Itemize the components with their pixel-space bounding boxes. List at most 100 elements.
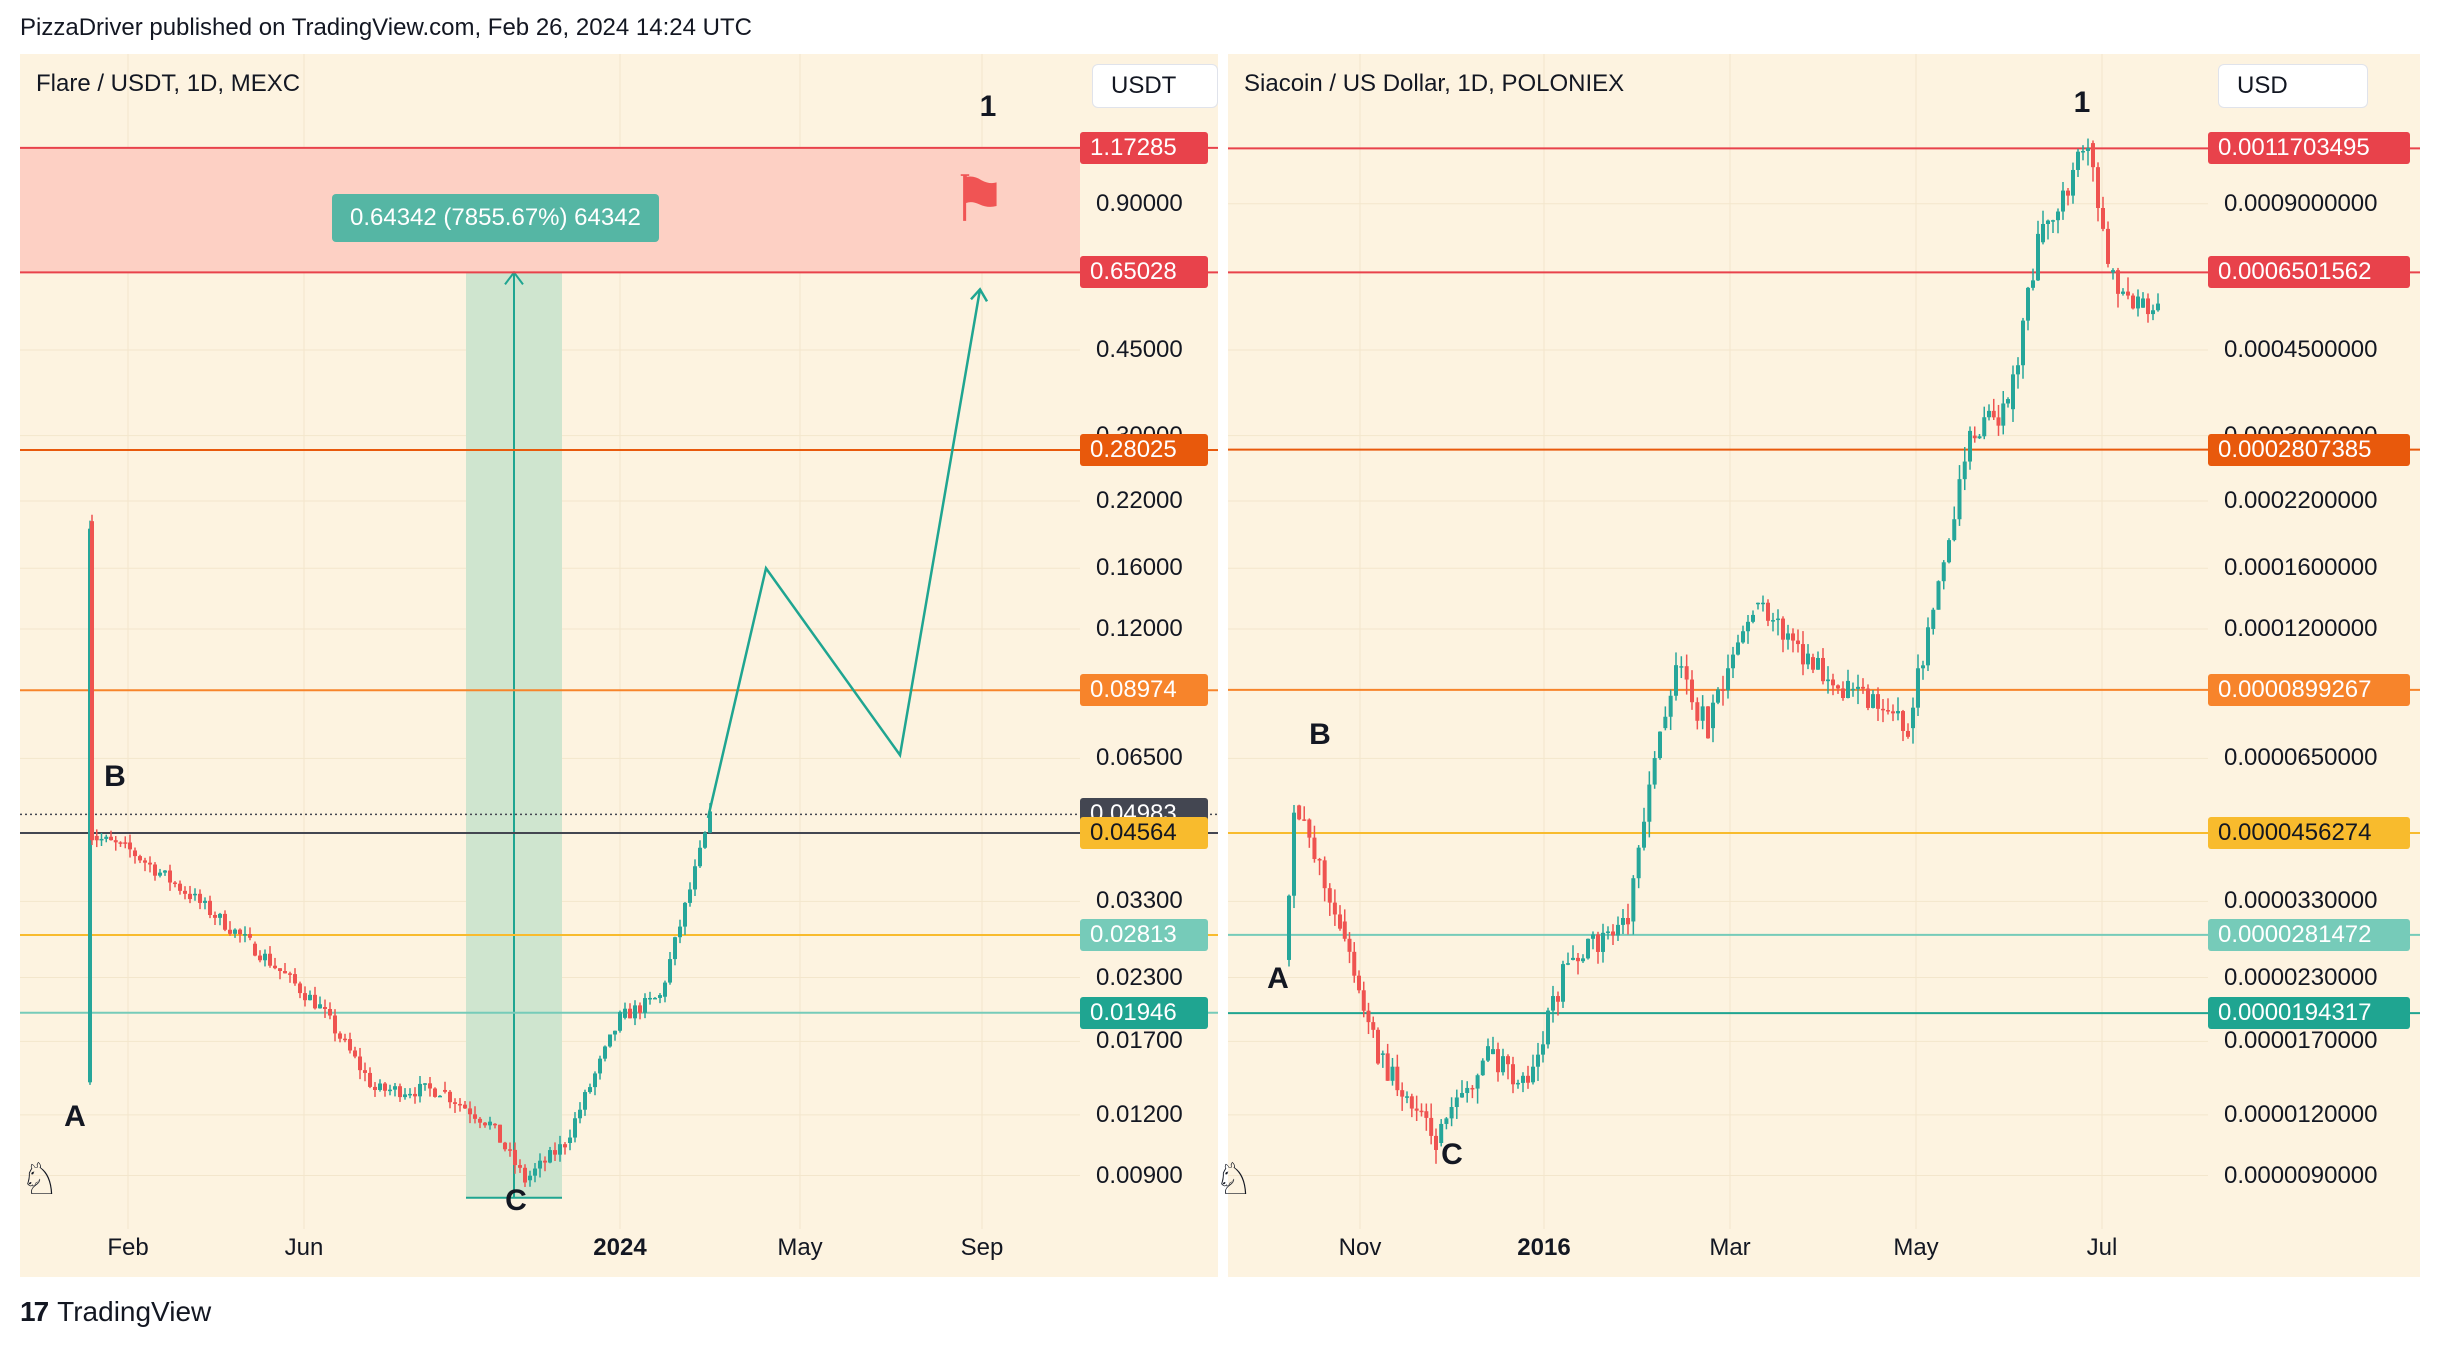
candle-body [313, 994, 317, 1009]
wave-label: B [1309, 718, 1331, 751]
right-currency-button[interactable]: USD [2218, 64, 2368, 108]
candle-body [1987, 410, 1991, 418]
candle-body [118, 842, 123, 844]
footer-brand[interactable]: 17 TradingView [20, 1296, 211, 1328]
price-level-label: 0.0006501562 [2208, 256, 2410, 289]
candle-body [1611, 931, 1615, 936]
candle-body [1751, 614, 1755, 622]
candle-body [1338, 914, 1342, 929]
wave-label: B [104, 760, 126, 793]
candle-body [218, 913, 222, 918]
candle-body [563, 1144, 567, 1148]
candle-body [2066, 190, 2070, 196]
candle-body [1736, 642, 1740, 655]
wave-label: A [64, 1100, 86, 1133]
candle-body [1376, 1029, 1380, 1064]
candle-body [318, 1004, 322, 1009]
candle-body [588, 1087, 592, 1093]
candle-body [2031, 280, 2035, 288]
candle-body [358, 1056, 362, 1071]
candle-body [183, 890, 187, 894]
candle-body [1841, 688, 1845, 699]
candle-body [288, 973, 292, 975]
price-level-label: 0.04564 [1080, 816, 1208, 849]
candle-body [323, 1007, 327, 1009]
candle-body [1460, 1093, 1464, 1098]
left-symbol-title[interactable]: Flare / USDT, 1D, MEXC [36, 70, 301, 97]
candle-body [2046, 220, 2050, 225]
candle-body [2086, 147, 2090, 151]
candle-body [1831, 679, 1835, 686]
left-currency-button[interactable]: USDT [1092, 64, 1218, 108]
candle-body [1926, 627, 1930, 666]
candle-body [633, 1005, 637, 1019]
tradingview-mascot-icon[interactable]: ♘ [20, 1155, 60, 1204]
price-level-label: 0.65028 [1080, 256, 1208, 289]
candle-body [1551, 996, 1555, 1011]
candle-body [1496, 1049, 1500, 1073]
candle-body [2021, 320, 2025, 366]
candle-body [1287, 895, 1291, 960]
candle-body [1791, 633, 1795, 641]
price-level-label: 0.28025 [1080, 433, 1208, 466]
candle-body [1561, 964, 1565, 1002]
candle-body [1674, 665, 1678, 696]
candle-body [1626, 917, 1630, 925]
candle-body [1390, 1066, 1395, 1081]
candle-body [518, 1165, 522, 1168]
y-tick-label: 0.02300 [1096, 963, 1183, 991]
candle-body [1596, 934, 1600, 952]
candle-body [708, 811, 712, 833]
candle-body [1871, 694, 1875, 708]
candle-body [573, 1118, 577, 1138]
candle-body [1531, 1066, 1535, 1083]
candle-body [703, 832, 707, 848]
candle-body [90, 521, 94, 841]
candle-body [548, 1150, 552, 1163]
candle-body [1414, 1108, 1419, 1111]
candle-body [1347, 938, 1352, 952]
y-tick-label: 0.45000 [1096, 336, 1183, 364]
candle-body [1771, 620, 1775, 622]
candle-body [2076, 151, 2080, 170]
candle-body [1586, 938, 1590, 959]
candle-body [283, 971, 287, 974]
candle-body [1322, 860, 1327, 889]
candle-body [1395, 1066, 1400, 1091]
candle-body [583, 1092, 587, 1110]
candle-body [1962, 461, 1967, 480]
candle-body [163, 870, 167, 873]
candle-body [458, 1103, 462, 1106]
candle-body [1996, 417, 2001, 426]
projection-arrowhead [970, 287, 989, 302]
candle-body [388, 1089, 392, 1092]
candle-body [678, 926, 682, 938]
candle-body [158, 872, 162, 876]
candle-body [1327, 888, 1332, 903]
candle-body [2106, 228, 2110, 264]
candle-body [1801, 644, 1805, 665]
x-tick-label: 2016 [1517, 1234, 1571, 1261]
candle-body [533, 1168, 537, 1176]
left-chart-panel[interactable]: Flare / USDT, 1D, MEXC USDT 0.64342 (785… [20, 54, 1218, 1277]
candle-body [398, 1086, 402, 1098]
candle-body [198, 893, 202, 903]
candle-body [628, 1008, 632, 1019]
candle-body [2111, 270, 2115, 273]
y-tick-label: 0.03300 [1096, 887, 1183, 915]
candle-body [1731, 654, 1735, 669]
right-chart-canvas[interactable] [1228, 54, 2420, 1277]
right-chart-panel[interactable]: Siacoin / US Dollar, 1D, POLONIEX USD ♘ … [1214, 54, 2420, 1277]
right-symbol-title[interactable]: Siacoin / US Dollar, 1D, POLONIEX [1244, 70, 1625, 97]
candle-body [608, 1034, 612, 1047]
candle-body [488, 1121, 492, 1126]
candle-body [1424, 1111, 1429, 1118]
candle-body [543, 1160, 547, 1163]
candle-body [1781, 618, 1785, 640]
candles-group [88, 514, 712, 1187]
candle-body [378, 1083, 382, 1090]
y-tick-label: 0.0000230000 [2224, 963, 2378, 991]
candle-body [1761, 602, 1765, 605]
tradingview-mascot-icon[interactable]: ♘ [1214, 1155, 1254, 1204]
candle-body [643, 998, 647, 1013]
